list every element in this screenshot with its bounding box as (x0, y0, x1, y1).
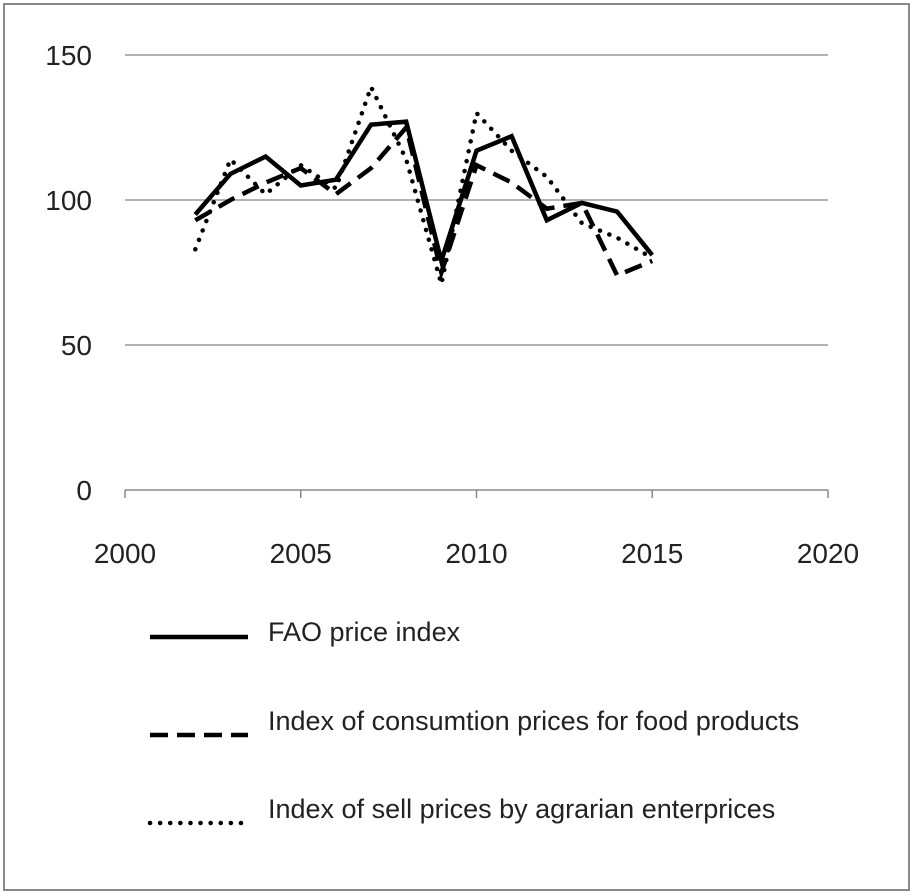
x-tick-label-2000: 2000 (94, 538, 156, 569)
series-line-fao (193, 119, 655, 270)
series-lines (193, 81, 655, 285)
axes (124, 489, 829, 498)
legend-label-fao: FAO price index (268, 617, 461, 647)
gridlines (125, 54, 828, 346)
y-tick-label-50: 50 (61, 330, 92, 361)
x-tick-label-2020: 2020 (797, 538, 859, 569)
legend-label-consumption: Index of consumtion prices for food prod… (268, 706, 800, 736)
legend-samples (147, 634, 251, 826)
x-tick-label-2015: 2015 (621, 538, 683, 569)
y-tick-label-0: 0 (76, 475, 92, 506)
series-line-sell (193, 81, 655, 285)
y-tick-label-100: 100 (45, 185, 92, 216)
chart-frame (3, 3, 910, 891)
y-tick-label-150: 150 (45, 40, 92, 71)
tick-labels: 2000 2005 2010 2015 2020 0 50 100 150 (45, 40, 859, 569)
legend-label-sell: Index of sell prices by agrarian enterpr… (268, 794, 776, 824)
x-tick-label-2010: 2010 (445, 538, 507, 569)
x-tick-label-2005: 2005 (270, 538, 332, 569)
